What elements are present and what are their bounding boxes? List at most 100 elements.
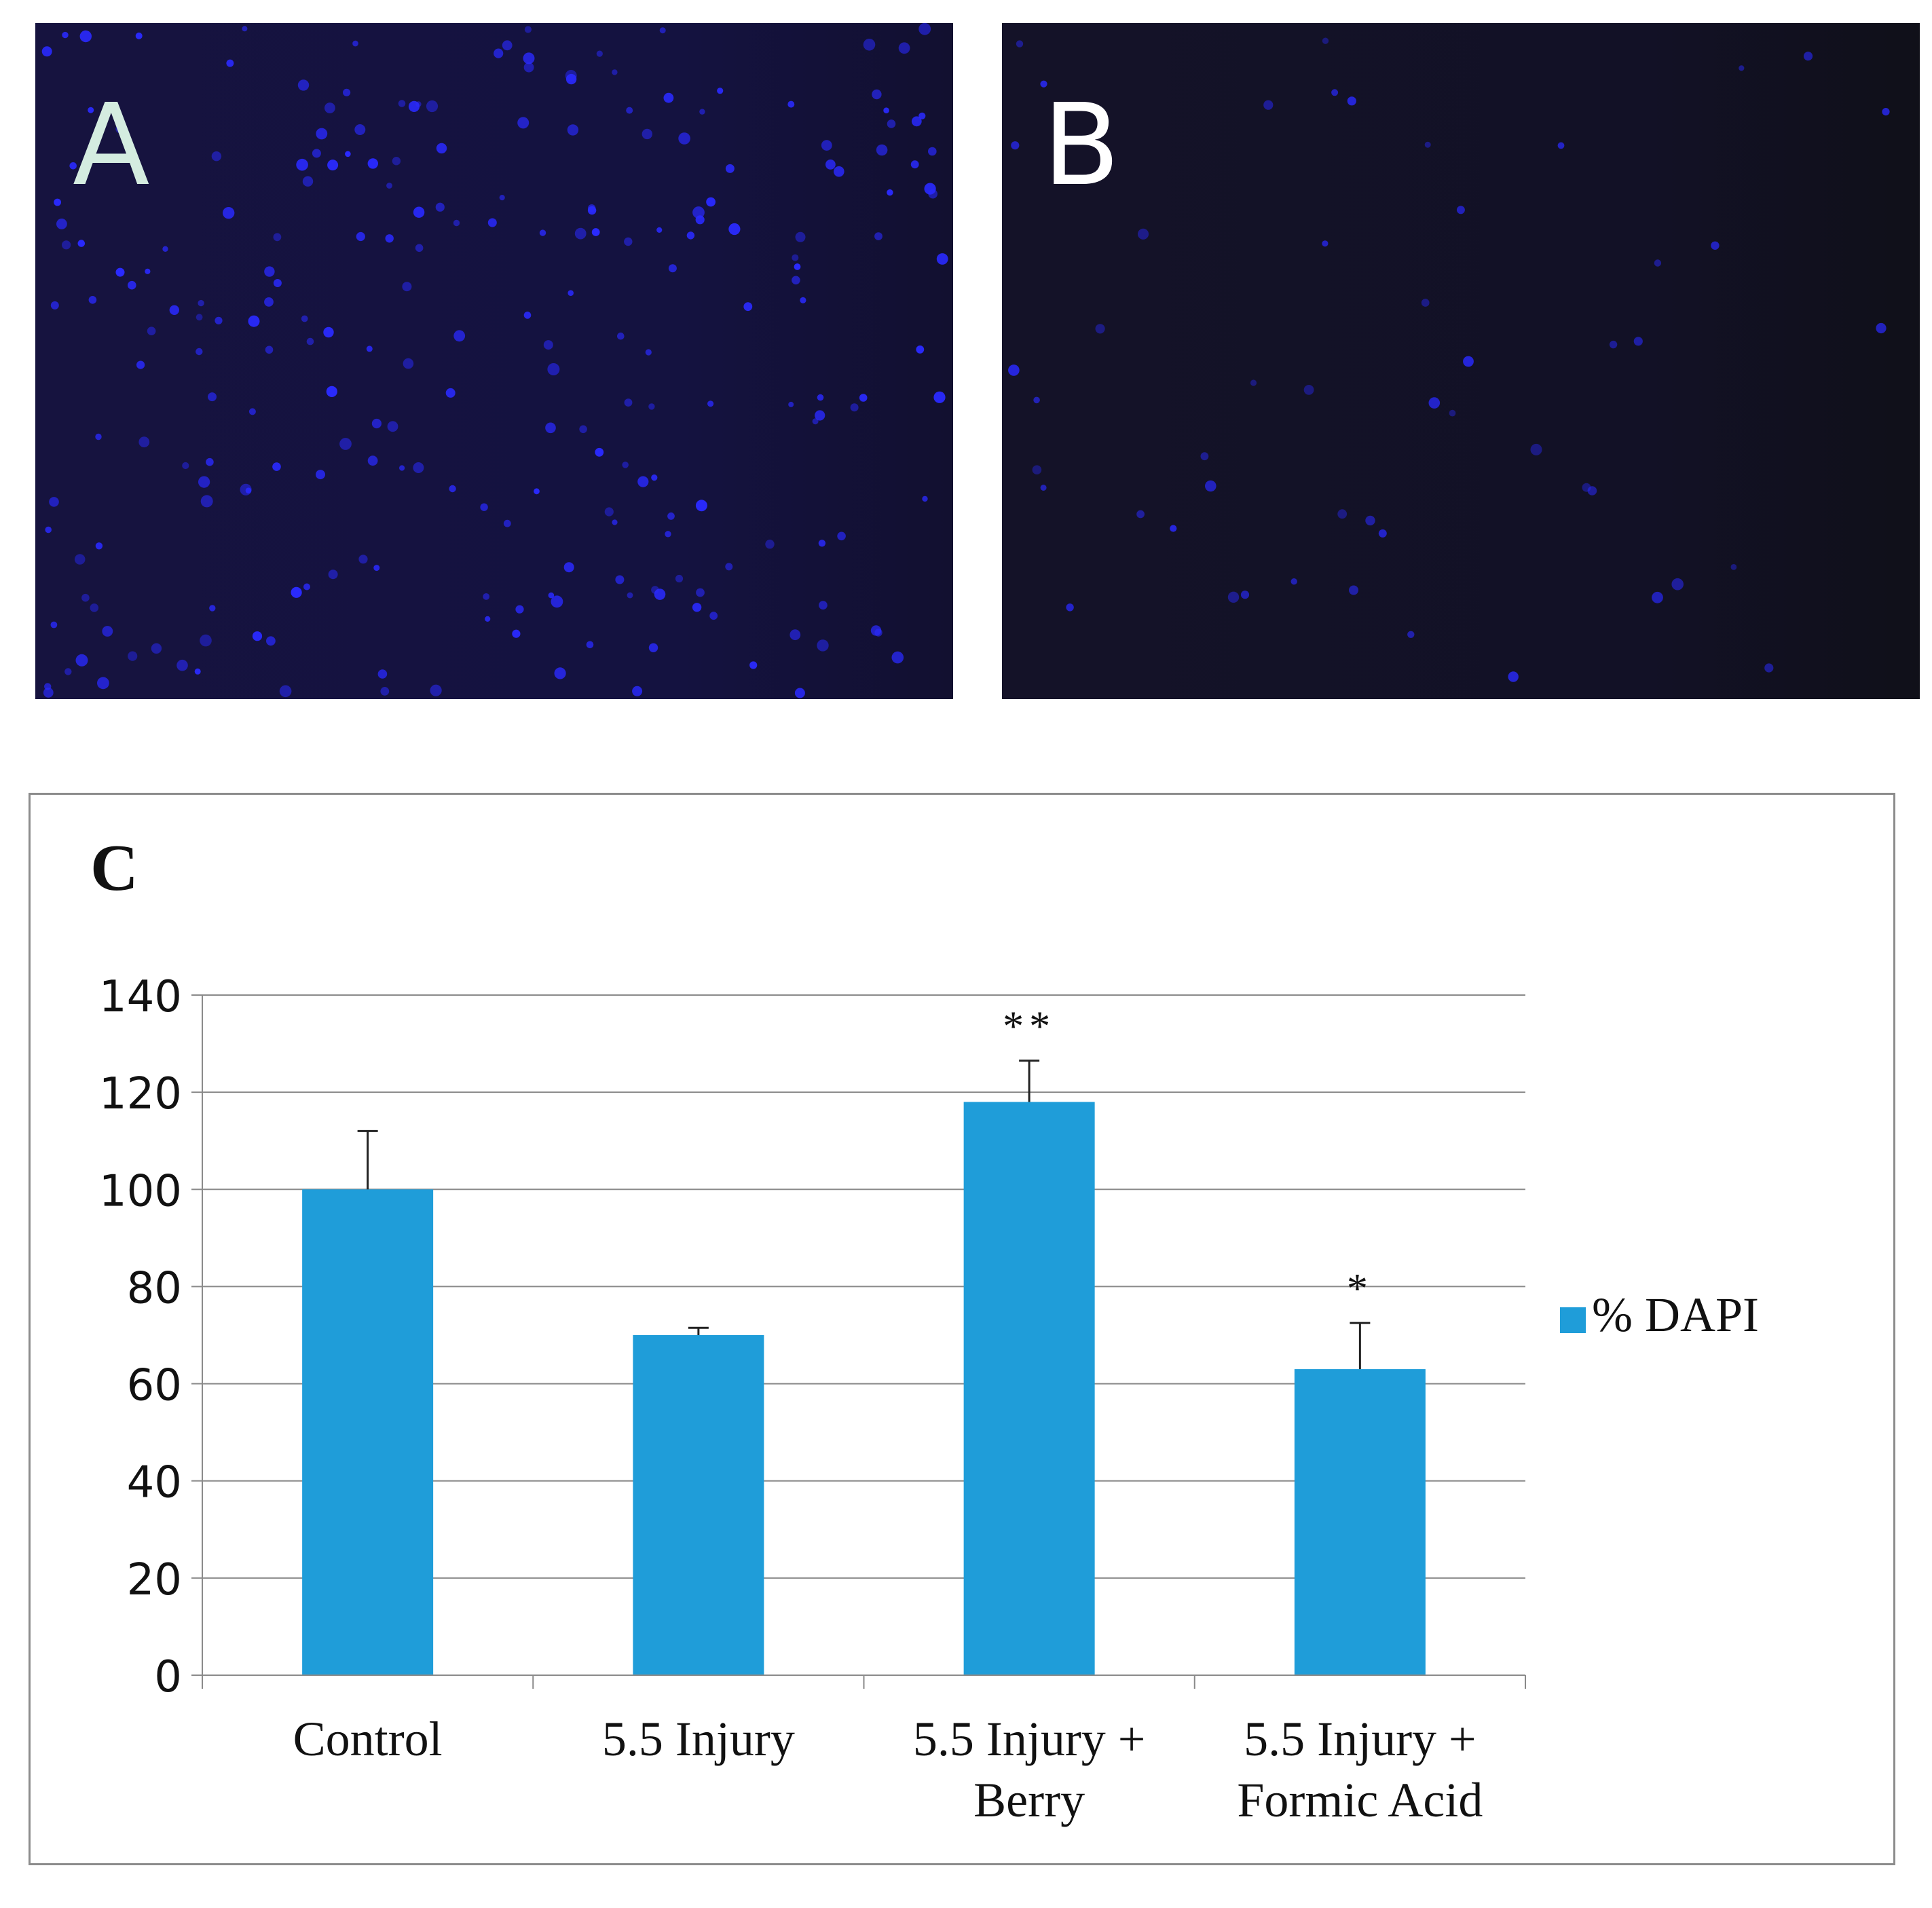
nucleus-dot (547, 363, 560, 375)
nucleus-dot (398, 100, 406, 107)
nucleus-dot (208, 392, 217, 402)
nucleus-dot (88, 107, 94, 113)
y-tick-label: 20 (127, 1555, 182, 1605)
nucleus-dot (1033, 396, 1040, 404)
nuclei-field-a (41, 23, 948, 698)
nucleus-dot (487, 218, 497, 227)
nucleus-dot (297, 79, 310, 91)
y-tick-label: 0 (154, 1652, 182, 1702)
nucleus-dot (272, 462, 281, 471)
x-category-label: 5.5 Injury + (913, 1712, 1146, 1766)
fluorescence-panel-a: A (35, 23, 953, 699)
bars (302, 1060, 1426, 1675)
nucleus-dot (62, 31, 69, 39)
nucleus-dot (749, 661, 758, 669)
nucleus-dot (543, 340, 553, 350)
nucleus-dot (403, 358, 414, 369)
nucleus-dot (819, 601, 828, 610)
nucleus-dot (898, 42, 910, 54)
nucleus-dot (1654, 259, 1662, 267)
nucleus-dot (279, 685, 292, 698)
y-tick-label: 140 (99, 972, 182, 1022)
nucleus-dot (1557, 142, 1565, 149)
nucleus-dot (817, 639, 829, 652)
nucleus-dot (567, 124, 579, 136)
nucleus-dot (1803, 52, 1813, 61)
nucleus-dot (209, 605, 216, 612)
nucleus-dot (413, 462, 424, 473)
nucleus-dot (1456, 206, 1465, 214)
nucleus-dot (240, 483, 252, 495)
nucleus-dot (377, 669, 388, 679)
nucleus-dot (1290, 578, 1297, 585)
nucleus-dot (512, 629, 521, 638)
x-category-label: Control (293, 1712, 443, 1766)
nucleus-dot (324, 102, 335, 113)
nucleus-dot (81, 593, 90, 602)
nucleus-dot (632, 686, 643, 696)
nucleus-dot (1303, 385, 1314, 395)
nucleus-dot (615, 575, 625, 584)
nucleus-dot (97, 677, 109, 690)
bar-chart: C 0 20 40 60 80 100 120 140 Control 5.5 Injury ** 5… (90, 831, 1759, 1827)
nucleus-dot (399, 465, 405, 471)
nucleus-dot (95, 433, 102, 441)
nucleus-dot (453, 330, 466, 342)
nucleus-dot (327, 160, 339, 171)
nucleus-dot (366, 345, 373, 352)
nucleus-dot (695, 215, 705, 225)
nucleus-dot (787, 100, 795, 108)
nucleus-dot (648, 643, 658, 652)
nucleus-dot (1250, 379, 1257, 386)
nucleus-dot (200, 495, 213, 508)
nucleus-dot (56, 219, 67, 229)
nucleus-dot (1137, 228, 1149, 240)
nucleus-dot (627, 592, 633, 599)
nucleus-dot (211, 151, 222, 162)
nucleus-dot (265, 345, 274, 354)
nucleus-dot (651, 586, 659, 594)
nucleus-dot (795, 231, 806, 242)
nucleus-dot (306, 337, 314, 345)
nucleus-dot (709, 612, 718, 620)
y-tick-label: 60 (127, 1361, 182, 1411)
nucleus-dot (874, 232, 883, 240)
nucleus-dot (792, 254, 799, 261)
nucleus-dot (1016, 40, 1024, 48)
nucleus-dot (517, 117, 530, 129)
nucleus-dot (206, 457, 214, 466)
nucleus-dot (883, 107, 889, 113)
nucleus-dot (387, 421, 398, 432)
nucleus-dot (765, 540, 775, 549)
nucleus-dot (242, 26, 248, 32)
nucleus-dot (198, 299, 204, 307)
nucleus-dot (1347, 96, 1356, 106)
nucleus-dot (266, 636, 276, 646)
nucleus-dot (1407, 631, 1415, 638)
nucleus-dot (642, 128, 652, 140)
labels: 0 20 40 60 80 100 120 140 Control 5.5 Injury ** 5.5… (99, 972, 1483, 1827)
nucleus-dot (367, 158, 378, 169)
nucleus-dot (64, 668, 72, 675)
nucleus-dot (356, 231, 365, 242)
nucleus-dot (668, 264, 677, 273)
nucleus-dot (198, 476, 210, 488)
nucleus-dot (1205, 480, 1216, 492)
nucleus-dot (1011, 141, 1020, 150)
nucleus-dot (743, 302, 753, 312)
nucleus-dot (50, 621, 58, 629)
nucleus-dot (74, 554, 86, 565)
nucleus-dot (1008, 364, 1020, 376)
nucleus-dot (936, 253, 948, 265)
panel-label-a: A (73, 80, 150, 211)
nucleus-dot (386, 183, 392, 189)
nucleus-dot (887, 189, 893, 196)
nucleus-dot (1449, 409, 1456, 417)
nucleus-dot (380, 687, 390, 696)
nucleus-dot (692, 603, 702, 612)
nucleus-dot (147, 326, 156, 336)
nucleus-dot (248, 315, 260, 327)
bar (963, 1102, 1095, 1675)
nucleus-dot (128, 651, 138, 661)
nucleus-dot (1739, 65, 1745, 71)
